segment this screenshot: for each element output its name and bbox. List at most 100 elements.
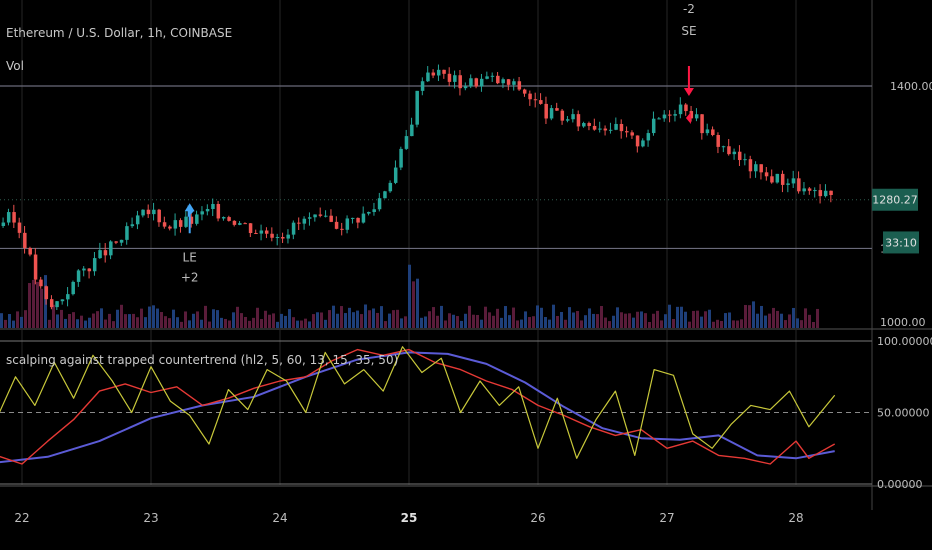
- volume-bar: [788, 314, 791, 328]
- volume-bar: [800, 320, 803, 328]
- candle-body: [103, 250, 108, 256]
- volume-bar: [708, 309, 711, 328]
- volume-bar: [360, 314, 363, 328]
- volume-bar: [640, 311, 643, 328]
- candle-body: [286, 234, 290, 239]
- candle-body: [732, 151, 737, 155]
- volume-bar: [776, 310, 779, 328]
- candle-body: [485, 76, 489, 79]
- candle-body: [345, 218, 350, 230]
- volume-bar: [532, 316, 535, 328]
- candle-body: [221, 217, 226, 219]
- last-price-tag: 1280.27: [872, 194, 918, 207]
- volume-bar: [420, 317, 423, 328]
- chart-title: Ethereum / U.S. Dollar, 1h, COINBASE: [6, 26, 233, 40]
- candle-body: [270, 233, 274, 238]
- volume-bar: [356, 310, 359, 328]
- volume-bar: [644, 313, 647, 328]
- candle-body: [377, 198, 382, 210]
- volume-bar: [232, 312, 235, 328]
- candle-body: [393, 167, 398, 183]
- candle-body: [195, 214, 199, 224]
- candle-body: [146, 209, 151, 215]
- volume-bar: [256, 307, 259, 328]
- candle-body: [490, 75, 495, 77]
- candle-body: [625, 131, 629, 133]
- volume-bar: [164, 316, 167, 328]
- volume-bar: [548, 319, 551, 328]
- candle-body: [227, 217, 231, 221]
- candle-body: [275, 237, 280, 239]
- volume-bar: [304, 318, 307, 328]
- candle-body: [748, 159, 753, 172]
- volume-bar: [228, 320, 231, 328]
- candle-body: [426, 72, 430, 82]
- volume-bar: [712, 321, 715, 328]
- candle-body: [302, 218, 307, 224]
- volume-bar: [764, 315, 767, 328]
- volume-bar: [240, 313, 243, 328]
- candle-body: [469, 78, 473, 87]
- volume-bar: [400, 318, 403, 328]
- volume-bar: [196, 311, 199, 328]
- candle-body: [474, 78, 479, 87]
- candle-body: [361, 213, 366, 223]
- volume-bar: [660, 320, 663, 328]
- candle-body: [479, 78, 484, 87]
- candle-body: [780, 173, 785, 185]
- ind-y-tick-50: 50.00000: [877, 407, 930, 420]
- candle-body: [555, 108, 559, 111]
- volume-bar: [520, 319, 523, 328]
- volume-bar: [700, 316, 703, 328]
- candle-body: [356, 217, 360, 223]
- candle-body: [98, 250, 102, 259]
- volume-bar: [512, 307, 515, 328]
- candle-body: [200, 211, 204, 215]
- candle-body: [23, 232, 27, 248]
- volume-bar: [616, 307, 619, 328]
- candle-body: [641, 140, 645, 147]
- candle-body: [44, 286, 49, 300]
- candle-body: [291, 222, 296, 235]
- candle-body: [705, 129, 710, 134]
- volume-bar: [56, 314, 59, 328]
- candle-body: [786, 183, 790, 185]
- candle-body: [55, 301, 59, 308]
- candle-body: [463, 86, 468, 89]
- ind-y-tick-100: 100.00000: [877, 335, 932, 348]
- candle-body: [533, 99, 538, 101]
- candle-body: [571, 114, 575, 120]
- volume-bar: [364, 304, 367, 328]
- volume-bar: [324, 319, 327, 328]
- candle-body: [178, 220, 183, 227]
- volume-bar: [676, 306, 679, 328]
- volume-bar: [688, 321, 691, 328]
- volume-bar: [4, 319, 7, 328]
- candle-body: [350, 217, 355, 219]
- volume-bars: [0, 264, 819, 328]
- volume-bar: [188, 320, 191, 328]
- volume-bar: [564, 319, 567, 328]
- short-entry-qty: -2: [683, 2, 695, 16]
- ind-y-tick-0: 0.00000: [877, 478, 923, 491]
- candle-body: [608, 129, 613, 131]
- volume-bar: [376, 312, 379, 328]
- candle-body: [684, 104, 688, 112]
- volume-bar: [76, 319, 79, 328]
- candle-body: [823, 190, 828, 197]
- timer-tag: 33:10: [885, 236, 917, 249]
- candle-body: [635, 135, 640, 147]
- candle-body: [49, 299, 54, 308]
- candle-body: [71, 281, 75, 295]
- volume-bar: [260, 319, 263, 328]
- candle-body: [109, 241, 113, 256]
- volume-bar: [604, 317, 607, 328]
- volume-bar: [60, 309, 63, 328]
- volume-bar: [432, 307, 435, 328]
- volume-bar: [540, 307, 543, 328]
- candle-body: [152, 209, 156, 215]
- volume-bar: [476, 314, 479, 328]
- candle-body: [522, 89, 527, 94]
- volume-bar: [212, 309, 215, 328]
